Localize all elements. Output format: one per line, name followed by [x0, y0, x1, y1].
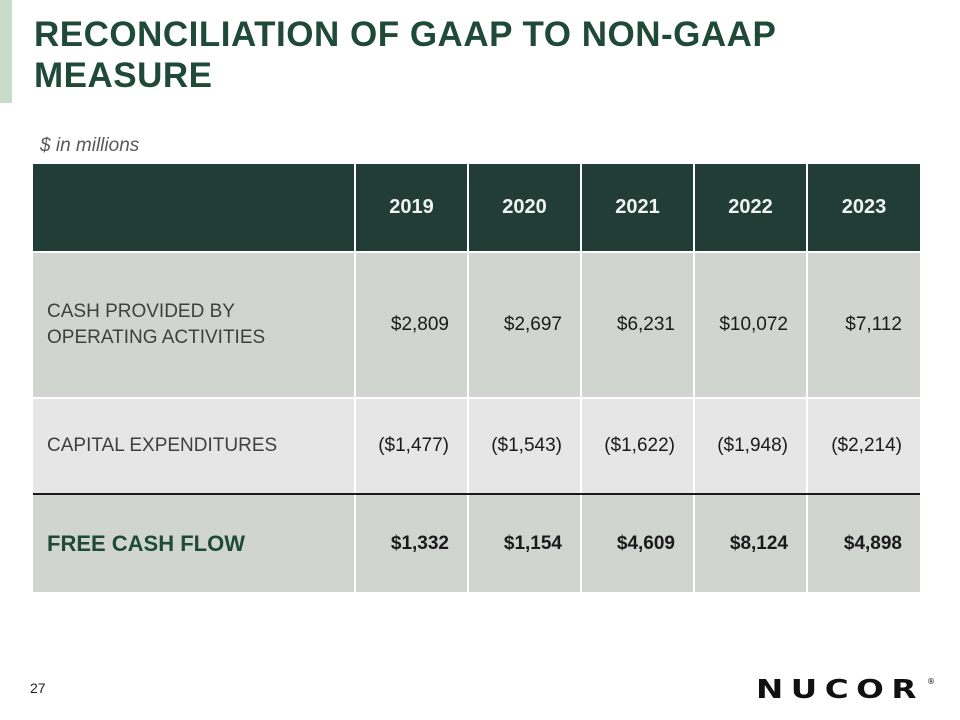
value-cell: ($1,477) [354, 397, 468, 495]
row-label: CAPITAL EXPENDITURES [33, 397, 355, 495]
table-row-capital-expenditures: CAPITAL EXPENDITURES ($1,477) ($1,543) (… [33, 397, 920, 495]
header-row: 2019 2020 2021 2022 2023 [33, 164, 920, 252]
page-title: RECONCILIATION OF GAAP TO NON-GAAP MEASU… [34, 15, 776, 95]
value-cell: $1,154 [467, 493, 581, 592]
value-cell: ($1,622) [580, 397, 694, 495]
header-corner [33, 164, 355, 252]
value-cell: ($1,948) [693, 397, 807, 495]
value-cell: $4,898 [806, 493, 920, 592]
row-label: FREE CASH FLOW [33, 493, 355, 592]
value-cell: $2,697 [467, 251, 581, 398]
year-header: 2023 [806, 164, 920, 252]
table-row-free-cash-flow: FREE CASH FLOW $1,332 $1,154 $4,609 $8,1… [33, 493, 920, 592]
year-header: 2019 [354, 164, 468, 252]
year-header: 2022 [693, 164, 807, 252]
value-cell: $8,124 [693, 493, 807, 592]
units-note: $ in millions [40, 135, 140, 156]
page-number: 27 [30, 680, 46, 696]
table-row-operating-cash: CASH PROVIDED BY OPERATING ACTIVITIES $2… [33, 251, 920, 398]
row-label: CASH PROVIDED BY OPERATING ACTIVITIES [33, 251, 355, 398]
value-cell: ($2,214) [806, 397, 920, 495]
value-cell: $10,072 [693, 251, 807, 398]
row-label-line: OPERATING ACTIVITIES [47, 327, 266, 348]
value-cell: $4,609 [580, 493, 694, 592]
year-header: 2021 [580, 164, 694, 252]
value-cell: $7,112 [806, 251, 920, 398]
year-header: 2020 [467, 164, 581, 252]
registered-mark: ® [927, 677, 935, 686]
reconciliation-table: 2019 2020 2021 2022 2023 CASH PROVIDED B… [33, 164, 920, 592]
row-label-line: CASH PROVIDED BY [47, 301, 235, 322]
logo-wordmark: NUCOR [756, 675, 924, 704]
value-cell: $6,231 [580, 251, 694, 398]
value-cell: $1,332 [354, 493, 468, 592]
value-cell: ($1,543) [467, 397, 581, 495]
accent-bar [0, 0, 12, 103]
value-cell: $2,809 [354, 251, 468, 398]
nucor-logo: NUCOR ® [756, 675, 935, 704]
